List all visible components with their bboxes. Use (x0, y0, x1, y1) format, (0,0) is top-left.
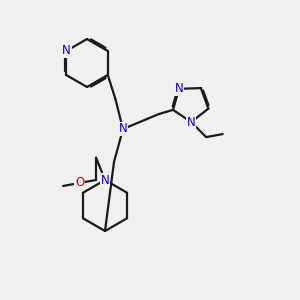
Text: N: N (187, 116, 196, 129)
Text: O: O (75, 176, 84, 190)
Text: N: N (118, 122, 127, 136)
Text: N: N (175, 82, 183, 95)
Text: N: N (100, 173, 109, 187)
Text: N: N (62, 44, 70, 58)
